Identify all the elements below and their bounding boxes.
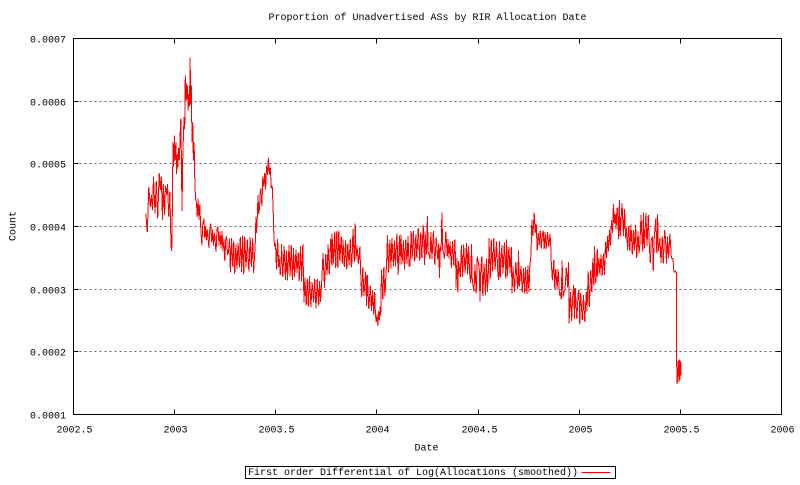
svg-text:Proportion of Unadvertised ASs: Proportion of Unadvertised ASs by RIR Al… <box>268 12 586 24</box>
svg-text:2006: 2006 <box>770 426 794 437</box>
svg-text:0.0006: 0.0006 <box>30 99 66 110</box>
svg-text:0.0001: 0.0001 <box>30 412 66 423</box>
svg-text:0.0005: 0.0005 <box>30 161 66 172</box>
svg-text:2004.5: 2004.5 <box>461 426 497 437</box>
svg-text:First order Differential of Lo: First order Differential of Log(Allocati… <box>248 467 578 479</box>
svg-text:2002.5: 2002.5 <box>56 426 92 437</box>
svg-text:2005.5: 2005.5 <box>663 426 699 437</box>
svg-text:Count: Count <box>9 211 20 241</box>
svg-text:2003: 2003 <box>163 426 187 437</box>
svg-text:0.0002: 0.0002 <box>30 349 66 360</box>
svg-text:2003.5: 2003.5 <box>258 426 294 437</box>
svg-text:2004: 2004 <box>365 426 389 437</box>
svg-text:0.0007: 0.0007 <box>30 36 66 47</box>
svg-text:0.0003: 0.0003 <box>30 287 66 298</box>
svg-text:Date: Date <box>414 444 438 455</box>
svg-text:0.0004: 0.0004 <box>30 224 66 235</box>
svg-text:2005: 2005 <box>568 426 592 437</box>
